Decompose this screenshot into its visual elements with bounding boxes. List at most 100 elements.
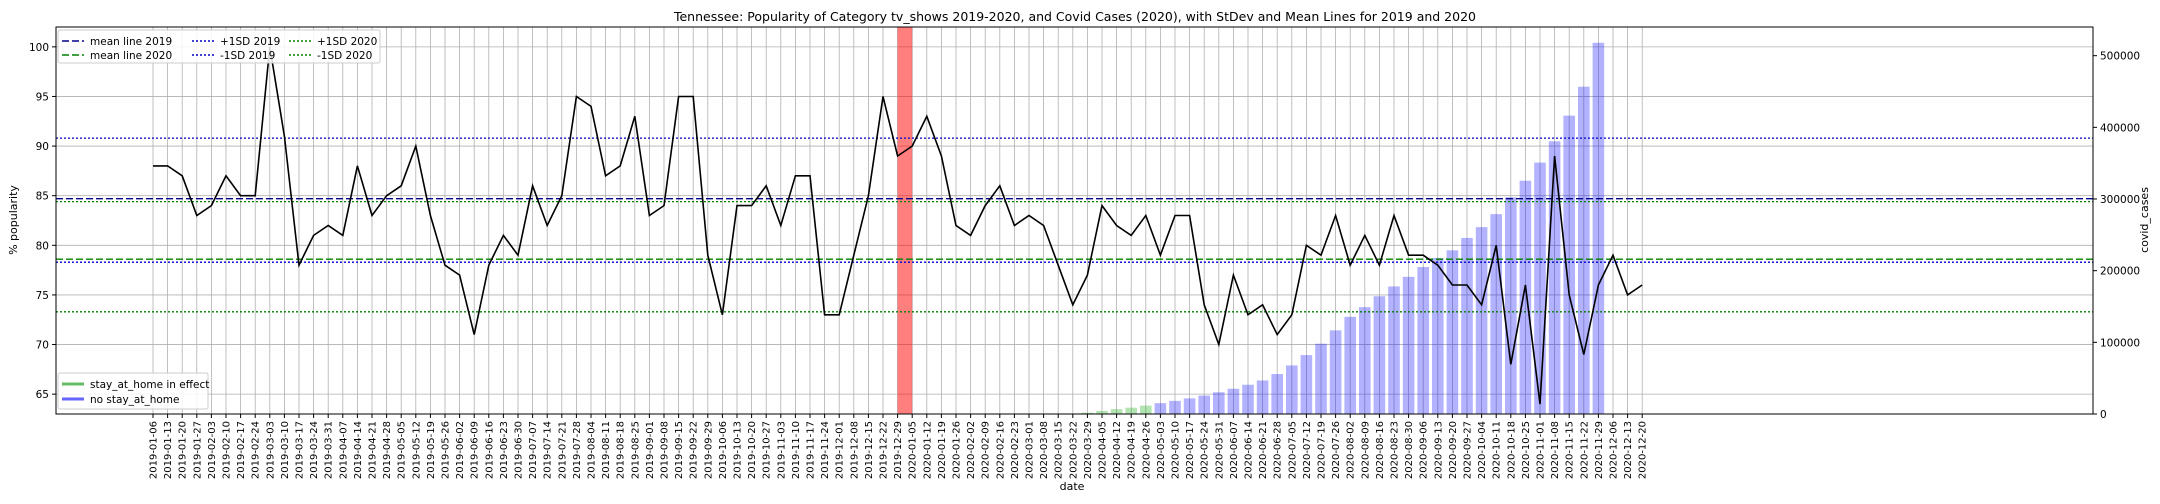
legend-label: no stay_at_home xyxy=(90,394,179,406)
x-tick-label: 2019-06-09 xyxy=(470,421,481,479)
x-tick-label: 2019-04-14 xyxy=(353,421,364,479)
covid-bar xyxy=(1125,407,1137,414)
y-axis-label-right: covid_cases xyxy=(2138,187,2151,253)
legend-label: +1SD 2020 xyxy=(317,36,377,48)
x-tick-label: 2020-02-16 xyxy=(995,421,1006,479)
x-tick-label: 2020-07-05 xyxy=(1287,421,1298,479)
x-tick-label: 2019-09-29 xyxy=(703,421,714,479)
x-tick-label: 2020-08-30 xyxy=(1404,421,1415,479)
x-tick-label: 2019-08-25 xyxy=(630,421,641,479)
x-tick-label: 2019-03-03 xyxy=(265,421,276,479)
covid-bar xyxy=(1329,330,1342,414)
x-tick-label: 2019-02-10 xyxy=(222,421,233,479)
x-tick-label: 2020-08-23 xyxy=(1390,421,1401,479)
covid-bar xyxy=(1227,388,1240,414)
legend-top: mean line 2019 mean line 2020 +1SD 2019 -1S… xyxy=(57,29,381,64)
x-tick-label: 2019-10-20 xyxy=(747,421,758,479)
covid-bar xyxy=(1446,250,1459,414)
x-tick-label: 2019-08-18 xyxy=(616,421,627,479)
covid-bar xyxy=(1388,286,1400,414)
covid-bar xyxy=(1359,307,1371,414)
covid-bar xyxy=(1213,392,1225,414)
x-tick-label: 2020-04-05 xyxy=(1098,421,1109,479)
x-tick-label: 2020-08-02 xyxy=(1346,421,1357,479)
covid-bar xyxy=(1169,400,1181,414)
x-tick-label: 2019-12-22 xyxy=(879,421,890,479)
covid-bar xyxy=(1417,267,1429,414)
y-right-tick-label: 500000 xyxy=(2100,51,2140,63)
covid-bar xyxy=(1110,409,1123,414)
covid-bar xyxy=(1198,395,1210,414)
legend-label: +1SD 2019 xyxy=(220,36,280,48)
x-tick-label: 2020-11-29 xyxy=(1594,421,1605,479)
x-tick-label: 2019-11-17 xyxy=(806,421,817,479)
x-tick-label: 2020-03-08 xyxy=(1039,421,1050,479)
x-tick-label: 2019-01-20 xyxy=(178,421,189,479)
x-tick-label: 2019-07-07 xyxy=(528,421,539,479)
x-tick-label: 2019-05-19 xyxy=(426,421,437,479)
x-tick-label: 2019-04-21 xyxy=(368,421,379,479)
covid-bar xyxy=(1256,380,1269,414)
legend-box xyxy=(57,29,381,64)
x-tick-label: 2020-01-19 xyxy=(937,421,948,479)
x-tick-label: 2020-05-17 xyxy=(1185,421,1196,479)
x-tick-label: 2020-03-15 xyxy=(1054,421,1065,479)
x-tick-label: 2019-08-11 xyxy=(601,421,612,479)
y-tick-label: 75 xyxy=(36,290,49,302)
x-tick-label: 2019-01-27 xyxy=(192,421,203,479)
covid-bar xyxy=(1475,227,1488,414)
y-tick-label: 80 xyxy=(36,240,49,252)
x-tick-label: 2019-09-15 xyxy=(674,421,685,479)
y-tick-label: 95 xyxy=(36,91,49,103)
x-tick-label: 2020-03-29 xyxy=(1083,421,1094,479)
covid-bar xyxy=(1315,343,1327,414)
x-tick-label: 2020-05-10 xyxy=(1171,421,1182,479)
x-tick-label: 2020-05-03 xyxy=(1156,421,1167,479)
x-tick-label: 2019-04-07 xyxy=(338,421,349,479)
x-tick-label: 2019-05-12 xyxy=(411,421,422,479)
x-tick-label: 2020-10-18 xyxy=(1506,421,1517,479)
x-tick-label: 2019-11-24 xyxy=(820,421,831,479)
x-tick-label: 2019-02-17 xyxy=(236,421,247,479)
x-tick-label: 2020-04-26 xyxy=(1141,421,1152,479)
y-right-tick-label: 0 xyxy=(2100,409,2107,421)
covid-bar xyxy=(1563,115,1575,414)
x-tick-label: 2020-04-12 xyxy=(1112,421,1123,479)
x-tick-label: 2020-08-09 xyxy=(1360,421,1371,479)
y-axis-label: % popularity xyxy=(7,185,20,255)
x-tick-label: 2019-11-03 xyxy=(776,421,787,479)
legend-box xyxy=(57,372,209,410)
x-tick-label: 2020-02-09 xyxy=(981,421,992,479)
covid-bar xyxy=(1140,405,1152,414)
x-tick-label: 2019-01-06 xyxy=(149,421,160,479)
x-tick-label: 2019-11-10 xyxy=(791,421,802,479)
covid-bar xyxy=(1402,276,1415,414)
x-axis-label: date xyxy=(1060,480,1085,493)
y-tick-label: 85 xyxy=(36,191,49,203)
legend-label: -1SD 2020 xyxy=(317,50,372,62)
x-tick-label: 2020-01-12 xyxy=(922,421,933,479)
y-tick-label: 100 xyxy=(29,42,49,54)
y-tick-label: 90 xyxy=(36,141,49,153)
x-tick-label: 2019-12-15 xyxy=(864,421,875,479)
y-tick-label: 70 xyxy=(36,340,49,352)
x-tick-label: 2019-04-28 xyxy=(382,421,393,479)
x-tick-label: 2020-12-20 xyxy=(1638,421,1649,479)
x-tick-label: 2020-12-06 xyxy=(1609,421,1620,479)
x-tick-label: 2020-03-22 xyxy=(1068,421,1079,479)
x-tick-label: 2020-07-12 xyxy=(1302,421,1313,479)
legend-label: mean line 2020 xyxy=(90,50,172,62)
x-tick-label: 2019-05-26 xyxy=(441,421,452,479)
x-tick-label: 2020-04-19 xyxy=(1127,421,1138,479)
covid-bar xyxy=(1344,316,1356,414)
covid-bar xyxy=(1578,86,1590,414)
covid-bar xyxy=(1548,141,1561,414)
covid-bar xyxy=(1373,296,1386,414)
x-tick-label: 2020-06-07 xyxy=(1229,421,1240,479)
x-tick-label: 2020-09-27 xyxy=(1463,421,1474,479)
x-tick-label: 2019-12-08 xyxy=(849,421,860,479)
y-tick-label: 65 xyxy=(36,389,49,401)
x-tick-label: 2020-01-05 xyxy=(908,421,919,479)
covid-bar xyxy=(1286,365,1298,414)
covid-bar xyxy=(1183,398,1196,414)
